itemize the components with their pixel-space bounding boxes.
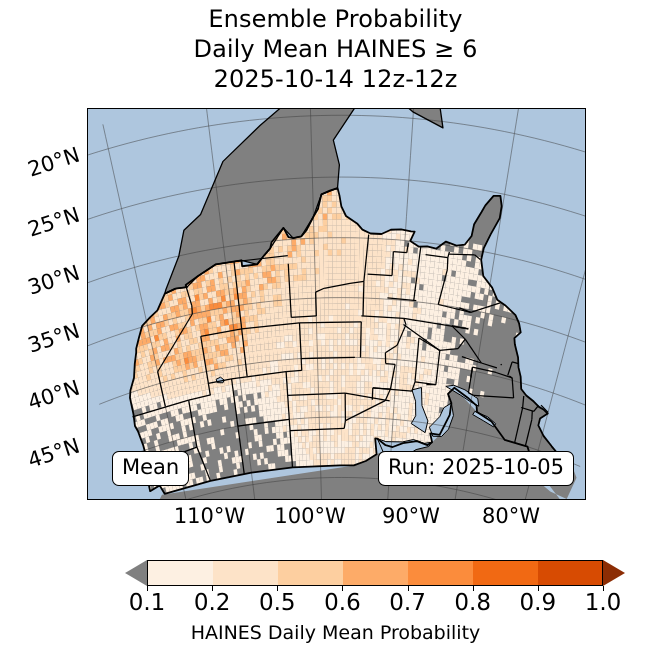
lon-tick-110w: 110°W: [173, 504, 246, 528]
colorbar: 0.1 0.2 0.5 0.6 0.7 0.8 0.9 1.0 HAINES Daily Me…: [0, 556, 671, 658]
colorbar-tickmark-2: [277, 586, 279, 591]
figure-title: Ensemble Probability Daily Mean HAINES ≥…: [0, 4, 671, 94]
colorbar-bar: [125, 560, 625, 586]
colorbar-tick-label-3: 0.6: [324, 590, 361, 616]
run-label: Run: 2025-10-05: [387, 455, 564, 479]
colorbar-segment-3: [342, 560, 409, 586]
colorbar-segment-5: [472, 560, 539, 586]
colorbar-under-extend: [125, 560, 147, 586]
title-line-2: Daily Mean HAINES ≥ 6: [193, 35, 478, 63]
colorbar-segment-1: [212, 560, 278, 586]
lat-tick-40: 40°N: [24, 375, 83, 415]
colorbar-tickmark-7: [603, 586, 604, 591]
haines-probability-map: [88, 109, 585, 499]
lat-tick-45: 45°N: [24, 433, 83, 473]
lon-tick-80w: 80°W: [482, 504, 541, 528]
colorbar-segment-0: [147, 560, 213, 586]
run-label-box: Run: 2025-10-05: [377, 451, 574, 486]
colorbar-tickmark-4: [407, 586, 409, 591]
map-axes[interactable]: Mean Run: 2025-10-05: [87, 108, 586, 500]
colorbar-tick-label-5: 0.8: [454, 590, 491, 616]
colorbar-tick-label-0: 0.1: [128, 590, 166, 616]
colorbar-tick-label-2: 0.5: [258, 590, 296, 616]
colorbar-tick-label-6: 0.9: [519, 590, 557, 616]
lat-tick-25: 25°N: [24, 202, 83, 242]
colorbar-tickmark-0: [147, 586, 148, 591]
title-line-3: 2025-10-14 12z-12z: [213, 65, 458, 93]
lon-tick-100w: 100°W: [274, 504, 346, 528]
colorbar-segment-2: [277, 560, 343, 586]
colorbar-tickmark-3: [342, 586, 344, 591]
lat-tick-20: 20°N: [24, 142, 83, 182]
lat-tick-30: 30°N: [24, 260, 83, 300]
lat-tick-35: 35°N: [24, 318, 83, 358]
colorbar-segment-4: [407, 560, 474, 586]
colorbar-tickmark-1: [212, 586, 214, 591]
colorbar-segment-6: [537, 560, 604, 586]
colorbar-label: HAINES Daily Mean Probability: [190, 622, 481, 644]
colorbar-tick-label-7: 1.0: [584, 590, 622, 616]
colorbar-tickmark-6: [537, 586, 539, 591]
colorbar-over-extend: [603, 560, 625, 586]
colorbar-outline: [147, 560, 603, 586]
colorbar-tickmark-5: [472, 586, 474, 591]
title-line-1: Ensemble Probability: [208, 5, 463, 33]
colorbar-tick-label-1: 0.2: [193, 590, 231, 616]
lon-tick-90w: 90°W: [381, 504, 440, 528]
member-label: Mean: [122, 455, 180, 479]
colorbar-tick-label-4: 0.7: [389, 590, 426, 616]
member-label-box: Mean: [112, 451, 190, 486]
